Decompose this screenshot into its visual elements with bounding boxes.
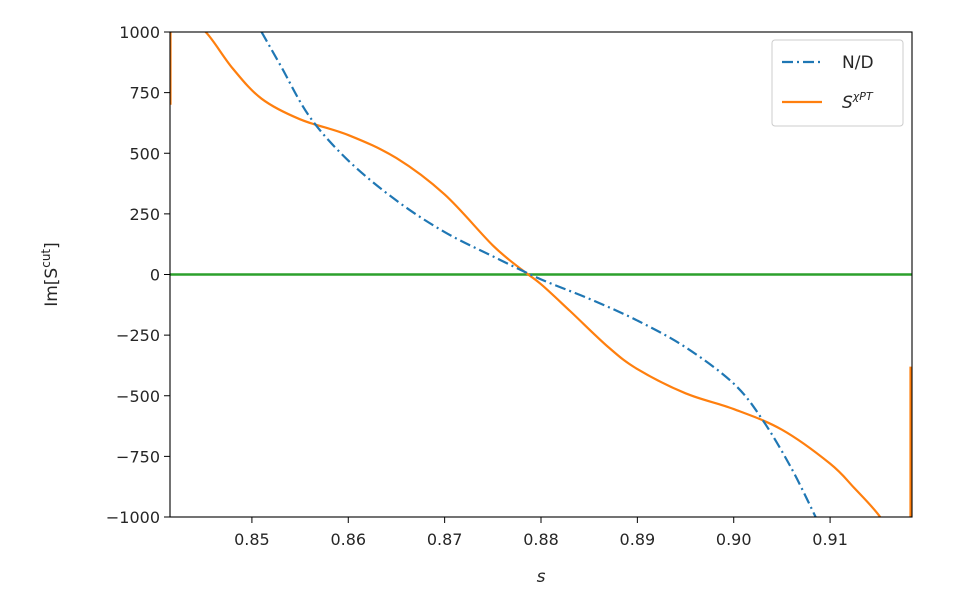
legend-schipt-label: SχPT — [842, 90, 874, 113]
x-axis-label: s — [537, 567, 546, 587]
y-tick-label: −1000 — [106, 508, 160, 527]
y-tick-label: 0 — [150, 266, 160, 285]
y-tick-label: 750 — [129, 84, 160, 103]
y-tick-label: 1000 — [119, 23, 160, 42]
y-tick-label: 500 — [129, 144, 160, 163]
x-tick-label: 0.87 — [427, 530, 463, 549]
y-tick-label: −500 — [116, 387, 160, 406]
x-tick-label: 0.85 — [234, 530, 270, 549]
legend: N/D SχPT — [771, 39, 904, 127]
series-nd-line — [260, 32, 817, 517]
x-tick-label: 0.90 — [716, 530, 752, 549]
y-tick-label: −250 — [116, 326, 160, 345]
x-tick-label: 0.86 — [330, 530, 366, 549]
legend-nd-label: N/D — [842, 53, 874, 73]
x-tick-label: 0.89 — [620, 530, 656, 549]
x-tick-label: 0.88 — [523, 530, 559, 549]
y-tick-label: 250 — [129, 205, 160, 224]
y-axis-label: Im[Scut] — [39, 242, 62, 307]
axes-layer: 0.85 0.86 0.87 0.88 0.89 0.90 0.91 1000 750 500 25… — [39, 23, 913, 587]
y-tick-label: −750 — [116, 447, 160, 466]
x-tick-label: 0.91 — [812, 530, 848, 549]
legend-box — [771, 39, 904, 127]
